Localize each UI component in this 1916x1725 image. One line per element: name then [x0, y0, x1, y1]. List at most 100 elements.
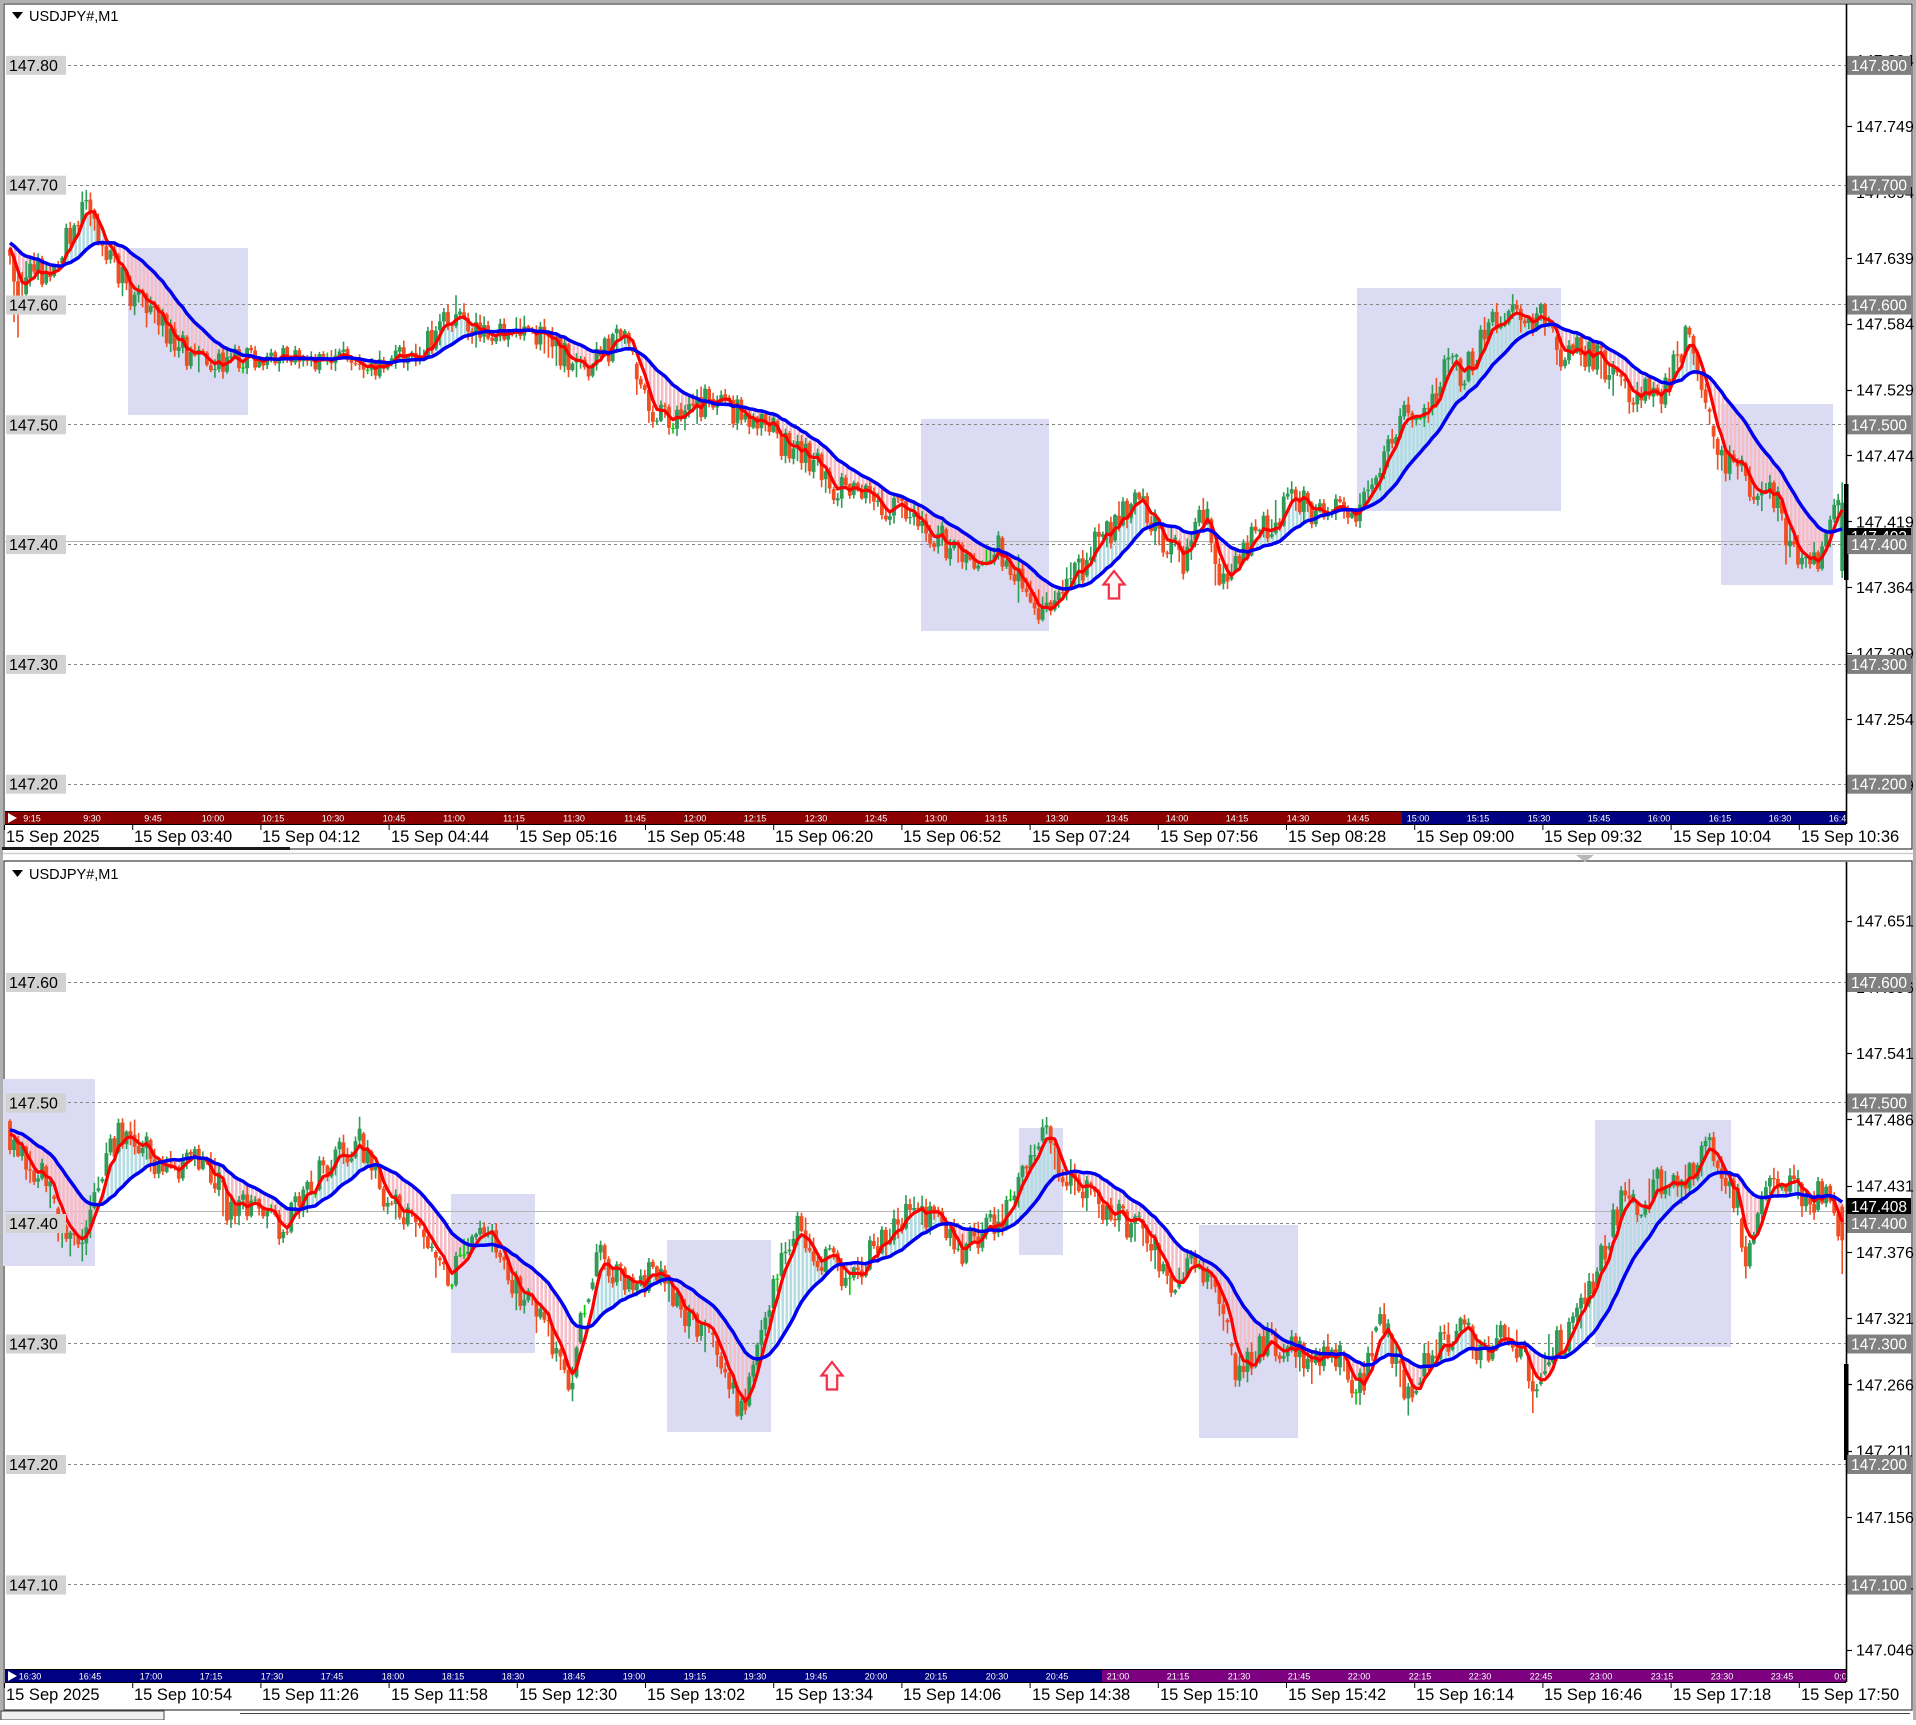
svg-text:15 Sep 11:58: 15 Sep 11:58	[391, 1686, 488, 1704]
svg-text:147.70: 147.70	[9, 178, 58, 195]
svg-text:147.408: 147.408	[1851, 1199, 1907, 1216]
svg-text:147.80: 147.80	[9, 58, 58, 75]
svg-text:13:30: 13:30	[1046, 814, 1069, 824]
svg-text:147.529: 147.529	[1856, 383, 1914, 400]
svg-text:147.50: 147.50	[9, 417, 58, 434]
svg-text:147.400: 147.400	[1851, 537, 1907, 554]
svg-text:12:45: 12:45	[865, 814, 888, 824]
svg-text:15 Sep 16:14: 15 Sep 16:14	[1416, 1686, 1514, 1704]
svg-text:15 Sep 2025: 15 Sep 2025	[6, 828, 100, 846]
svg-text:147.364: 147.364	[1856, 580, 1914, 597]
svg-text:15 Sep 05:16: 15 Sep 05:16	[519, 828, 617, 846]
svg-text:13:00: 13:00	[925, 814, 948, 824]
svg-text:19:45: 19:45	[805, 1672, 828, 1682]
svg-text:15 Sep 10:54: 15 Sep 10:54	[134, 1686, 232, 1704]
svg-text:15 Sep 15:42: 15 Sep 15:42	[1288, 1686, 1386, 1704]
svg-text:15 Sep 15:10: 15 Sep 15:10	[1160, 1686, 1258, 1704]
svg-text:19:00: 19:00	[623, 1672, 646, 1682]
svg-text:0:00: 0:00	[1834, 1672, 1852, 1682]
svg-text:15 Sep 06:52: 15 Sep 06:52	[903, 828, 1001, 846]
svg-text:147.20: 147.20	[9, 1457, 58, 1474]
svg-text:147.60: 147.60	[9, 298, 58, 315]
svg-text:147.400: 147.400	[1851, 1216, 1907, 1233]
svg-text:15 Sep 08:28: 15 Sep 08:28	[1288, 828, 1386, 846]
svg-text:147.500: 147.500	[1851, 417, 1907, 434]
svg-text:23:15: 23:15	[1651, 1672, 1674, 1682]
svg-text:16:30: 16:30	[19, 1672, 42, 1682]
svg-text:147.200: 147.200	[1851, 1457, 1907, 1474]
svg-text:147.639: 147.639	[1856, 251, 1914, 268]
svg-text:18:30: 18:30	[502, 1672, 525, 1682]
svg-text:9:45: 9:45	[144, 814, 162, 824]
svg-text:20:30: 20:30	[986, 1672, 1009, 1682]
svg-text:15 Sep 09:00: 15 Sep 09:00	[1416, 828, 1514, 846]
svg-text:USDJPY#,M1: USDJPY#,M1	[29, 867, 118, 883]
svg-text:18:00: 18:00	[382, 1672, 405, 1682]
svg-text:147.431: 147.431	[1856, 1179, 1914, 1196]
svg-text:15 Sep 11:26: 15 Sep 11:26	[262, 1686, 359, 1704]
svg-text:147.474: 147.474	[1856, 448, 1914, 465]
svg-text:16:30: 16:30	[1769, 814, 1792, 824]
svg-text:20:15: 20:15	[925, 1672, 948, 1682]
svg-text:11:30: 11:30	[563, 814, 585, 824]
svg-text:10:15: 10:15	[262, 814, 285, 824]
svg-text:19:30: 19:30	[744, 1672, 767, 1682]
svg-text:15 Sep 09:32: 15 Sep 09:32	[1544, 828, 1642, 846]
svg-text:147.700: 147.700	[1851, 178, 1907, 195]
svg-text:147.541: 147.541	[1856, 1046, 1914, 1063]
svg-text:23:30: 23:30	[1711, 1672, 1734, 1682]
svg-text:16:00: 16:00	[1648, 814, 1671, 824]
svg-text:14:30: 14:30	[1287, 814, 1310, 824]
svg-text:21:45: 21:45	[1288, 1672, 1311, 1682]
svg-text:147.40: 147.40	[9, 537, 58, 554]
svg-text:147.10: 147.10	[9, 1578, 58, 1595]
svg-text:12:30: 12:30	[805, 814, 828, 824]
svg-text:15:15: 15:15	[1467, 814, 1490, 824]
svg-text:9:30: 9:30	[83, 814, 101, 824]
svg-text:22:15: 22:15	[1409, 1672, 1432, 1682]
svg-text:15 Sep 10:36: 15 Sep 10:36	[1801, 828, 1899, 846]
svg-text:USDJPY#,M1: USDJPY#,M1	[29, 9, 118, 25]
svg-text:147.584: 147.584	[1856, 317, 1914, 334]
svg-text:11:00: 11:00	[443, 814, 465, 824]
svg-text:147.40: 147.40	[9, 1216, 58, 1233]
svg-text:16:45: 16:45	[79, 1672, 102, 1682]
svg-text:23:45: 23:45	[1771, 1672, 1794, 1682]
svg-text:147.500: 147.500	[1851, 1096, 1907, 1113]
svg-text:147.60: 147.60	[9, 975, 58, 992]
svg-text:16:15: 16:15	[1709, 814, 1732, 824]
svg-text:147.651: 147.651	[1856, 914, 1914, 931]
svg-text:147.419: 147.419	[1856, 514, 1914, 531]
svg-text:15 Sep 17:18: 15 Sep 17:18	[1673, 1686, 1771, 1704]
svg-text:147.30: 147.30	[9, 657, 58, 674]
svg-text:17:15: 17:15	[200, 1672, 223, 1682]
svg-text:11:15: 11:15	[503, 814, 525, 824]
svg-text:17:30: 17:30	[261, 1672, 284, 1682]
svg-text:147.600: 147.600	[1851, 975, 1907, 992]
svg-text:15 Sep 05:48: 15 Sep 05:48	[647, 828, 745, 846]
svg-text:15 Sep 07:24: 15 Sep 07:24	[1032, 828, 1130, 846]
svg-text:16:45: 16:45	[1829, 814, 1852, 824]
svg-text:147.100: 147.100	[1851, 1578, 1907, 1595]
svg-text:147.30: 147.30	[9, 1337, 58, 1354]
svg-text:14:15: 14:15	[1226, 814, 1249, 824]
svg-text:21:15: 21:15	[1167, 1672, 1190, 1682]
svg-text:14:45: 14:45	[1347, 814, 1370, 824]
svg-text:147.200: 147.200	[1851, 777, 1907, 794]
svg-text:147.266: 147.266	[1856, 1378, 1914, 1395]
svg-text:147.321: 147.321	[1856, 1311, 1914, 1328]
svg-text:23:00: 23:00	[1590, 1672, 1613, 1682]
svg-text:21:00: 21:00	[1107, 1672, 1130, 1682]
svg-text:22:30: 22:30	[1469, 1672, 1492, 1682]
svg-text:10:00: 10:00	[202, 814, 225, 824]
svg-text:15 Sep 10:04: 15 Sep 10:04	[1673, 828, 1771, 846]
svg-text:9:15: 9:15	[23, 814, 41, 824]
svg-text:20:45: 20:45	[1046, 1672, 1069, 1682]
svg-text:15:45: 15:45	[1588, 814, 1611, 824]
svg-text:13:15: 13:15	[985, 814, 1008, 824]
svg-text:15:30: 15:30	[1528, 814, 1551, 824]
svg-text:21:30: 21:30	[1228, 1672, 1251, 1682]
svg-text:147.600: 147.600	[1851, 298, 1907, 315]
svg-text:11:45: 11:45	[624, 814, 646, 824]
svg-text:12:15: 12:15	[744, 814, 767, 824]
